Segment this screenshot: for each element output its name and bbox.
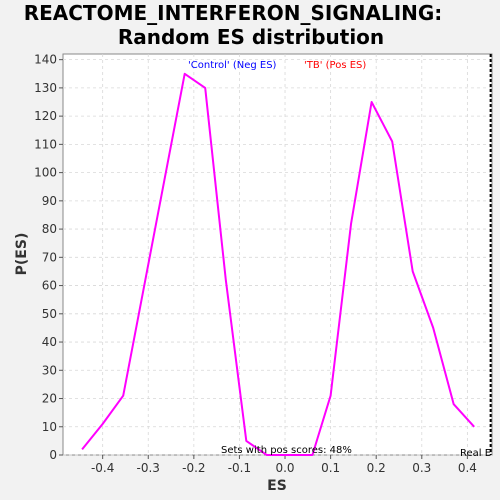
y-tick-label: 80 (42, 222, 57, 236)
y-tick-label: 110 (34, 137, 57, 151)
x-tick-label: -0.2 (182, 461, 205, 475)
x-tick-label: -0.1 (228, 461, 251, 475)
y-tick-label: 100 (34, 166, 57, 180)
pos-scores-note: Sets with pos scores: 48% (221, 445, 352, 456)
x-tick-label: -0.3 (137, 461, 160, 475)
x-tick-label: 0.3 (412, 461, 431, 475)
chart-title-line-1: REACTOME_INTERFERON_SIGNALING: (24, 1, 443, 25)
y-tick-label: 30 (42, 363, 57, 377)
x-axis-label: ES (267, 478, 287, 494)
random-es-curve (81, 72, 475, 456)
y-tick-label: 10 (42, 420, 57, 434)
x-tick-label: 0.1 (321, 461, 340, 475)
y-axis-label: P(ES) (14, 233, 30, 276)
y-tick-label: 60 (42, 279, 57, 293)
grid-layer (63, 54, 492, 456)
x-tick-label: 0.4 (458, 461, 477, 475)
y-tick-label: 40 (42, 335, 57, 349)
x-tick-label: -0.4 (91, 461, 114, 475)
y-tick-label: 120 (34, 109, 57, 123)
x-tick-label: 0.2 (367, 461, 386, 475)
axis-layer: 0 10 20 30 40 50 60 70 80 90 100 110 120 130 140 -0.4 -0… (34, 53, 477, 475)
y-tick-label: 70 (42, 250, 57, 264)
chart-title-line-2: Random ES distribution (118, 25, 384, 49)
y-tick-label: 130 (34, 81, 57, 95)
tb-pos-es-label: 'TB' (Pos ES) (304, 60, 366, 71)
control-neg-es-label: 'Control' (Neg ES) (188, 60, 277, 71)
y-tick-label: 50 (42, 307, 57, 321)
x-tick-label: 0.0 (275, 461, 294, 475)
real-es-label: Real E (460, 448, 491, 459)
y-tick-label: 90 (42, 194, 57, 208)
y-tick-label: 20 (42, 392, 57, 406)
plot-area (62, 53, 493, 456)
y-tick-label: 140 (34, 53, 57, 67)
y-tick-label: 0 (49, 448, 57, 462)
